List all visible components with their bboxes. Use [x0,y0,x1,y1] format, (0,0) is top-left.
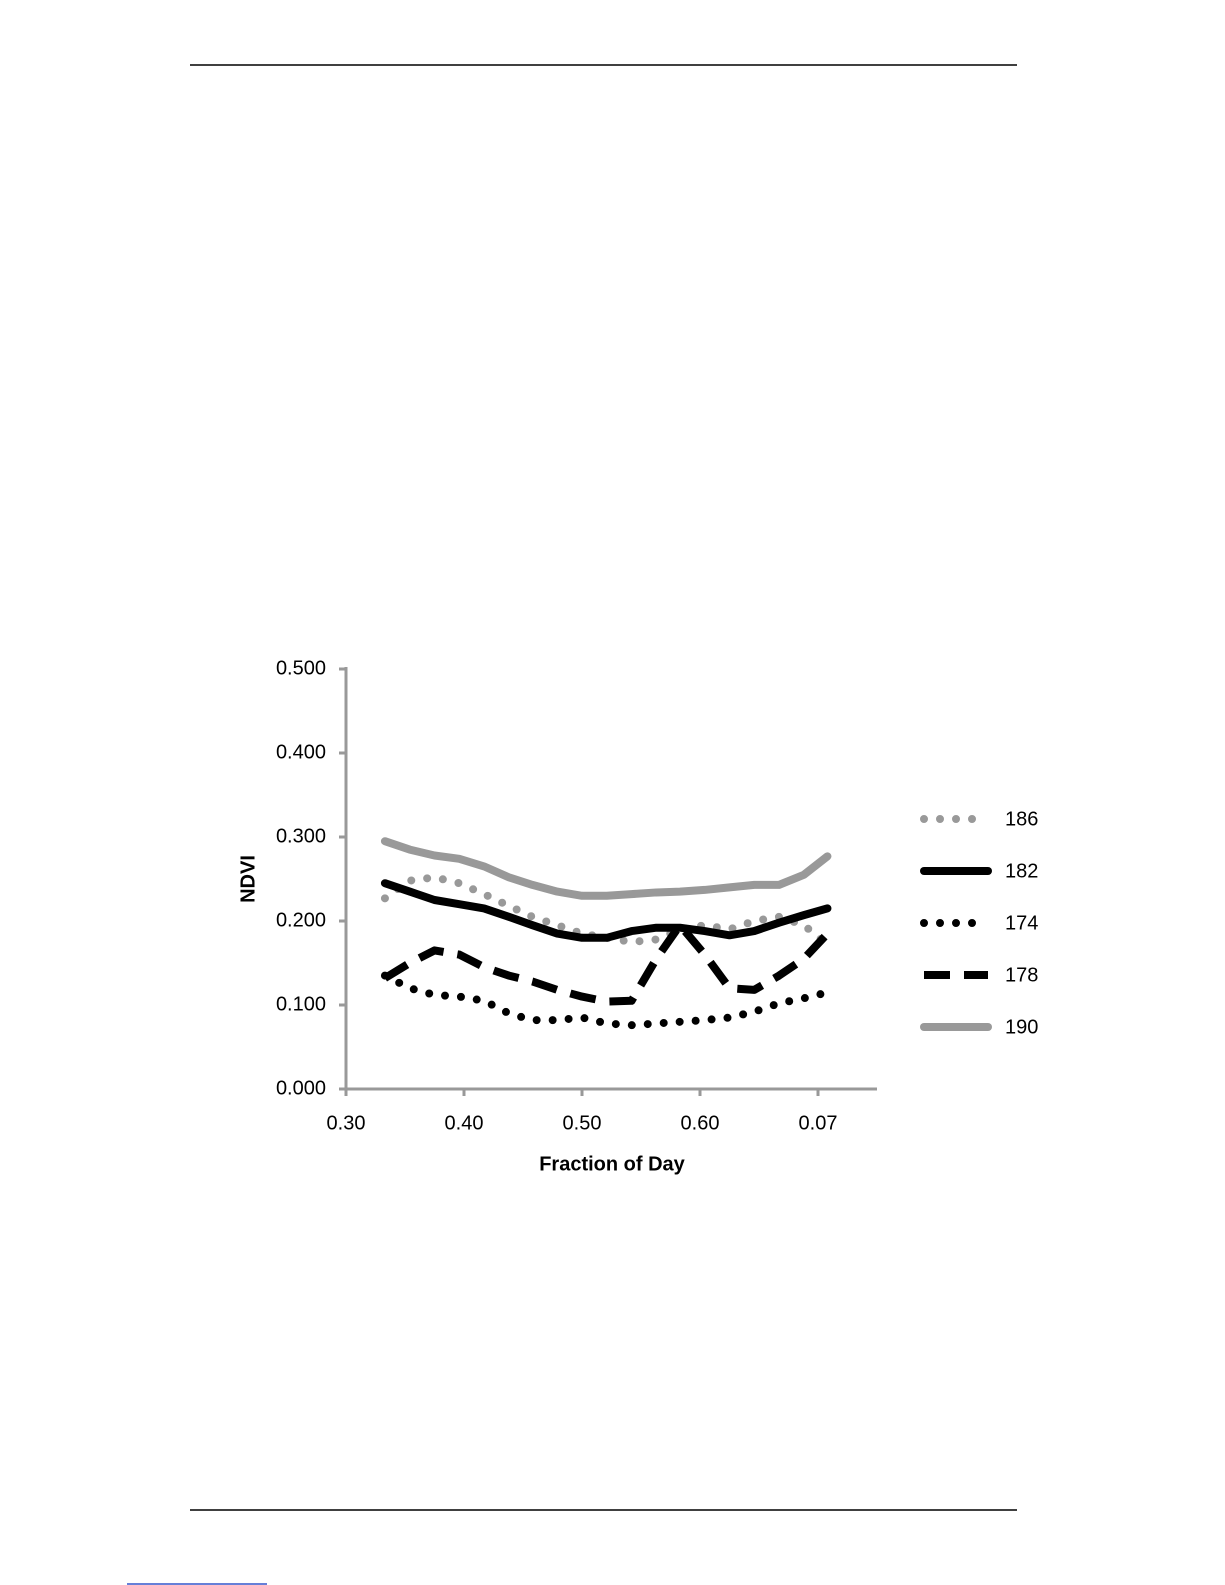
x-tick-label: 0.07 [799,1112,838,1134]
x-tick-label: 0.40 [445,1112,484,1134]
y-tick-label: 0.100 [276,993,326,1015]
legend-label: 186 [1005,808,1038,830]
series-line [380,837,832,900]
y-tick-label: 0.500 [276,657,326,679]
legend-label: 174 [1005,912,1038,934]
legend-label: 178 [1005,964,1038,986]
series-line [380,879,832,942]
y-axis-title: NDVI [237,855,259,903]
x-tick-label: 0.30 [327,1112,366,1134]
series-line [380,971,832,1030]
x-axis-title: Fraction of Day [539,1153,685,1175]
x-tick-label: 0.60 [681,1112,720,1134]
y-tick-label: 0.300 [276,825,326,847]
y-tick-label: 0.400 [276,741,326,763]
y-tick-label: 0.000 [276,1077,326,1099]
legend-label: 182 [1005,860,1038,882]
y-tick-label: 0.200 [276,909,326,931]
x-tick-label: 0.50 [563,1112,602,1134]
legend-label: 190 [1005,1016,1038,1038]
series-line [382,921,831,1006]
